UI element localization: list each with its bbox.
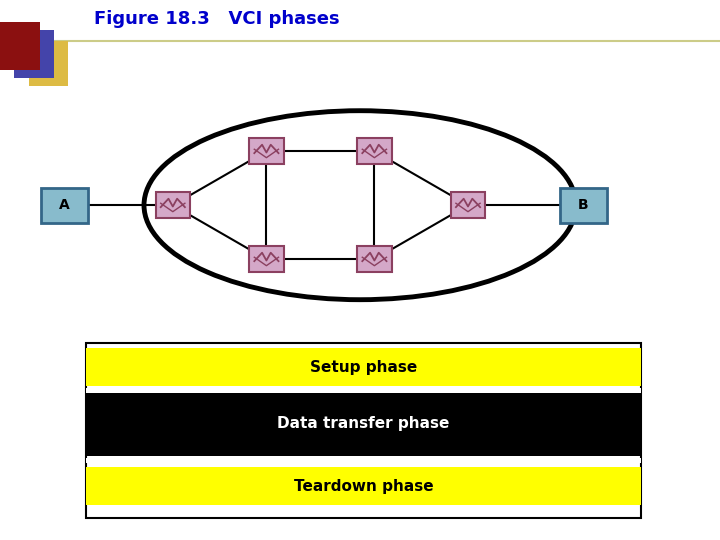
Text: Data transfer phase: Data transfer phase — [277, 416, 450, 431]
Bar — [29, 40, 68, 86]
FancyBboxPatch shape — [357, 246, 392, 272]
Text: Teardown phase: Teardown phase — [294, 478, 433, 494]
FancyBboxPatch shape — [560, 187, 606, 222]
Text: Figure 18.3   VCI phases: Figure 18.3 VCI phases — [94, 10, 339, 28]
FancyBboxPatch shape — [156, 192, 190, 218]
Bar — [86, 392, 641, 456]
FancyBboxPatch shape — [249, 246, 284, 272]
Bar — [86, 458, 641, 463]
Text: A: A — [60, 198, 70, 212]
Bar — [86, 467, 641, 505]
Text: Setup phase: Setup phase — [310, 360, 417, 375]
Bar — [86, 388, 641, 393]
FancyBboxPatch shape — [249, 138, 284, 164]
Bar — [86, 343, 641, 518]
FancyBboxPatch shape — [357, 138, 392, 164]
FancyBboxPatch shape — [451, 192, 485, 218]
Bar — [86, 348, 641, 386]
Text: B: B — [578, 198, 588, 212]
Bar — [0, 22, 40, 70]
FancyBboxPatch shape — [42, 187, 89, 222]
Bar — [14, 30, 54, 78]
